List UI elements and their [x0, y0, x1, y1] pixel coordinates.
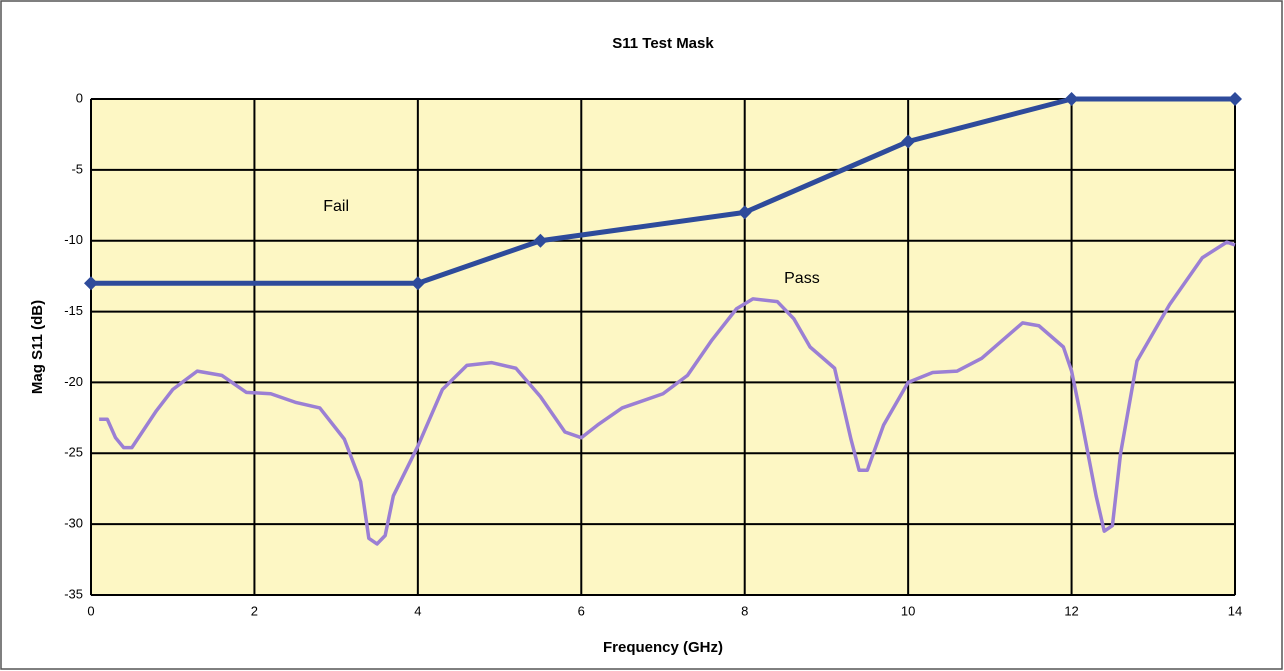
- x-tick-label: 2: [251, 603, 258, 618]
- y-tick-label: -10: [64, 232, 83, 247]
- marker: [901, 134, 916, 149]
- marker: [533, 233, 548, 248]
- chart-title: S11 Test Mask: [612, 35, 714, 52]
- marker: [737, 205, 752, 220]
- y-tick-label: 0: [76, 90, 83, 105]
- y-tick-label: -25: [64, 445, 83, 460]
- y-tick-label: -35: [64, 586, 83, 601]
- series-line: [99, 240, 1236, 546]
- x-tick-label: 8: [741, 603, 748, 618]
- x-tick-label: 14: [1228, 603, 1242, 618]
- y-axis-label: Mag S11 (dB): [29, 300, 46, 394]
- x-tick-label: 6: [578, 603, 585, 618]
- x-tick-label: 4: [414, 603, 421, 618]
- marker: [410, 276, 425, 291]
- x-axis-label: Frequency (GHz): [603, 639, 723, 656]
- marker: [1064, 92, 1079, 106]
- annotation: Pass: [784, 270, 820, 287]
- y-tick-label: -5: [71, 161, 83, 176]
- x-tick-label: 10: [901, 603, 915, 618]
- marker: [84, 276, 98, 291]
- marker: [1228, 92, 1242, 106]
- annotation: Fail: [323, 198, 349, 215]
- y-tick-label: -20: [64, 374, 83, 389]
- y-tick-label: -30: [64, 516, 83, 531]
- y-tick-label: -15: [64, 303, 83, 318]
- plot-area: [90, 98, 1236, 596]
- x-tick-label: 0: [87, 603, 94, 618]
- x-tick-label: 12: [1064, 603, 1078, 618]
